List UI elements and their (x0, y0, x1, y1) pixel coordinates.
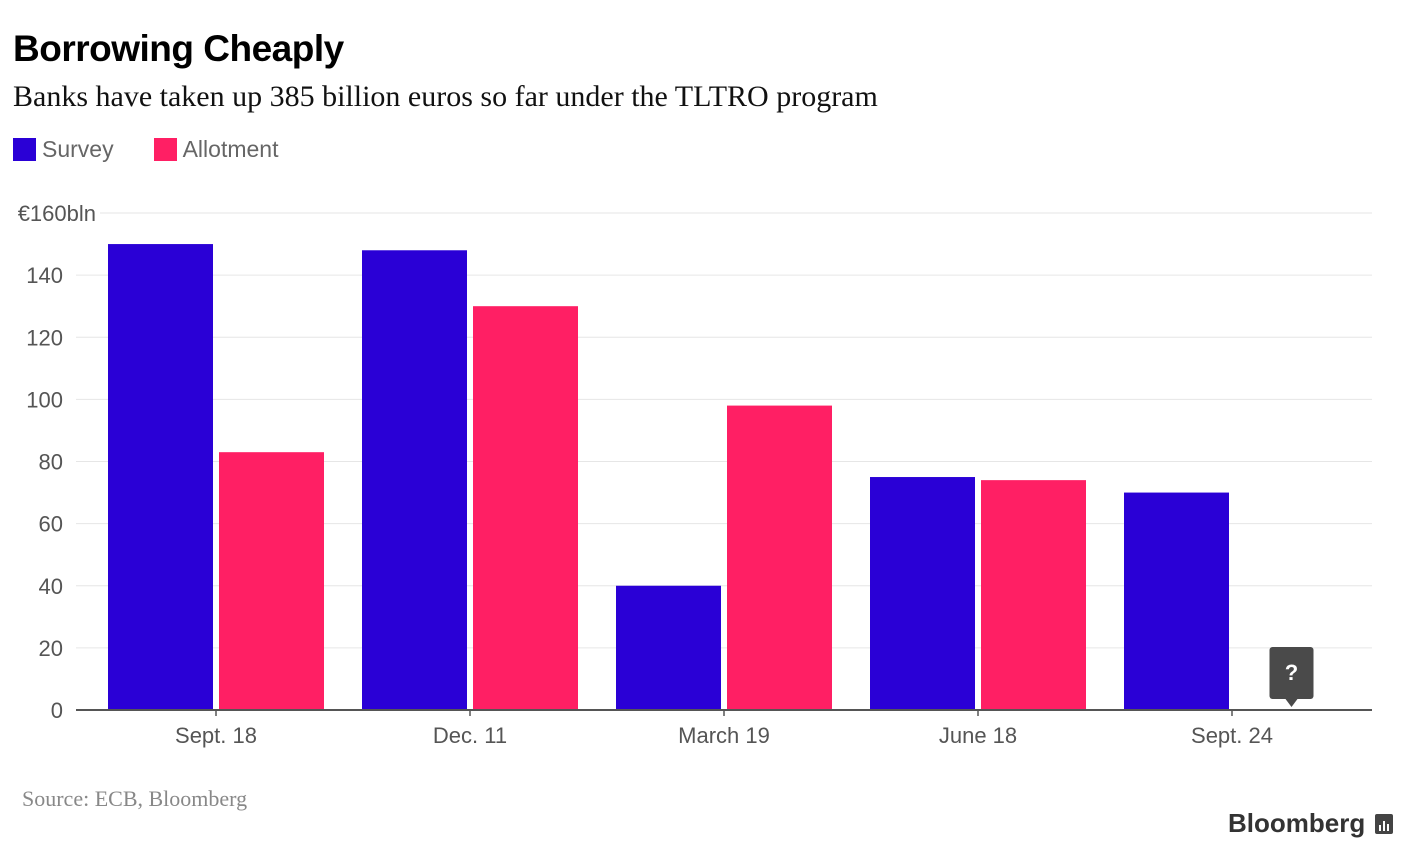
y-tick-label: €160bln (18, 201, 96, 226)
bar-allotment (727, 405, 832, 710)
y-tick-label: 40 (39, 574, 63, 599)
x-tick-label: Sept. 18 (175, 723, 257, 748)
y-tick-label: 80 (39, 450, 63, 475)
legend-swatch-allotment (153, 138, 177, 161)
legend: Survey Allotment (13, 136, 318, 163)
unknown-value-marker-pointer (1285, 699, 1298, 707)
bar-allotment (219, 452, 324, 710)
legend-label-survey: Survey (42, 136, 114, 162)
y-tick-label: 120 (26, 325, 63, 350)
x-tick-label: Dec. 11 (433, 723, 507, 748)
source-note: Source: ECB, Bloomberg (22, 786, 248, 811)
bar-allotment (473, 306, 578, 710)
brand-name: Bloomberg (1228, 808, 1366, 838)
x-tick-label: June 18 (939, 723, 1017, 748)
bar-survey (1124, 492, 1229, 710)
unknown-value-marker (1269, 647, 1314, 699)
legend-swatch-survey (13, 138, 36, 161)
y-tick-label: 140 (26, 263, 63, 288)
legend-label-allotment: Allotment (182, 136, 279, 162)
chart-title: Borrowing Cheaply (13, 28, 344, 69)
y-tick-label: 0 (51, 698, 63, 723)
brand-logo: Bloomberg (1228, 808, 1394, 839)
bar-survey (362, 250, 467, 710)
x-tick-label: Sept. 24 (1191, 723, 1273, 748)
y-tick-label: 20 (39, 636, 63, 661)
bloomberg-chart-icon (1375, 813, 1394, 834)
y-tick-label: 100 (26, 387, 63, 412)
bar-survey (616, 585, 721, 710)
chart-subtitle: Banks have taken up 385 billion euros so… (13, 80, 878, 113)
unknown-value-label: ? (1285, 660, 1298, 685)
legend-item-survey: Survey (13, 136, 114, 163)
bar-allotment (981, 480, 1086, 710)
legend-item-allotment: Allotment (153, 136, 279, 163)
y-tick-label: 60 (39, 512, 63, 537)
bar-survey (870, 477, 975, 710)
bar-survey (108, 244, 213, 710)
x-tick-label: March 19 (678, 723, 770, 748)
